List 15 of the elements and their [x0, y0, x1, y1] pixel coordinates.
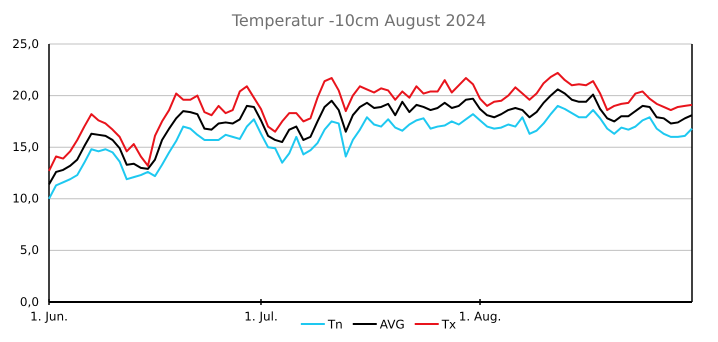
line-series — [48, 72, 693, 172]
y-tick-label: 15,0 — [12, 140, 39, 154]
legend-label: AVG — [380, 318, 405, 332]
line-series — [48, 104, 693, 200]
y-tick-label: 5,0 — [20, 243, 39, 258]
x-tick-label: 1. Aug. — [458, 310, 502, 324]
y-tick-label: 20,0 — [12, 88, 39, 102]
y-tick-label: 10,0 — [12, 192, 39, 206]
y-tick-label: 0,0 — [20, 294, 39, 309]
y-tick-label: 25,0 — [12, 36, 39, 51]
legend-label: Tx — [440, 318, 456, 332]
x-tick-label: 1. Jul. — [244, 310, 278, 324]
chart-title: Temperatur -10cm August 2024 — [230, 11, 486, 30]
x-tick-label: 1. Jun. — [30, 310, 68, 324]
legend-label: Tn — [326, 318, 343, 332]
